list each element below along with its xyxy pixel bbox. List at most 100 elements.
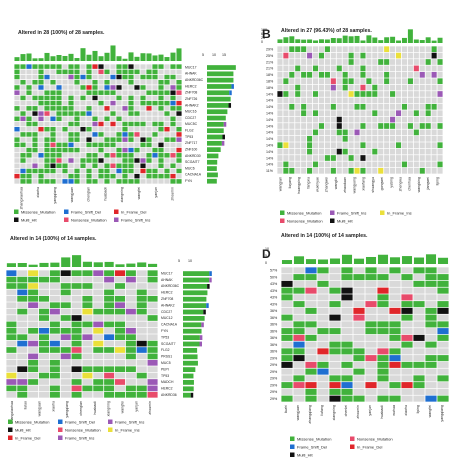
mutation-cell [80, 153, 86, 158]
mutation-cell [136, 366, 147, 373]
mutation-cell [401, 71, 408, 78]
mutation-cell [366, 59, 372, 65]
mutation-cell [152, 80, 158, 85]
mutation-cell [146, 126, 152, 132]
mutation-cell [147, 315, 158, 321]
mutation-cell [122, 85, 128, 90]
top-bar [401, 37, 407, 43]
mutation-cell [341, 328, 353, 335]
mutation-cell [295, 84, 301, 91]
mutation-cell [86, 69, 92, 75]
mutation-cell [44, 137, 50, 142]
mutation-cell [365, 274, 377, 281]
mutation-cell [342, 155, 348, 161]
mutation-cell [74, 80, 80, 85]
mutation-cell [295, 161, 301, 168]
gene-percent: 18% [266, 86, 274, 90]
mutation-cell [293, 395, 305, 402]
mutation-cell [384, 46, 390, 53]
mutation-cell [277, 97, 283, 104]
mutation-cell [140, 69, 146, 75]
mutation-cell [431, 52, 437, 59]
mutation-cell [158, 179, 164, 184]
mutation-cell [354, 135, 360, 142]
mutation-cell [164, 85, 170, 90]
mutation-cell [419, 59, 425, 65]
mutation-cell [377, 301, 389, 308]
mutation-cell [437, 294, 449, 301]
mutation-cell [68, 163, 74, 168]
mutation-cell [74, 179, 80, 184]
mutation-cell [80, 147, 86, 153]
legend-swatch [64, 209, 69, 214]
mutation-cell [353, 294, 365, 301]
mutation-cell [38, 295, 50, 302]
top-bar [92, 50, 98, 61]
gene-label: MUC17 [161, 271, 173, 275]
mutation-cell [104, 80, 110, 85]
mutation-cell [330, 84, 336, 91]
mutation-cell [104, 74, 110, 80]
mutation-cell [122, 116, 128, 122]
mutation-cell [93, 372, 104, 379]
mutation-cell [378, 129, 384, 136]
mutation-cell [395, 84, 402, 91]
mutation-cell [14, 158, 20, 163]
mutation-cell [38, 121, 44, 127]
mutation-cell [312, 142, 319, 149]
mutation-cell [407, 116, 413, 123]
sample-label: xiangning [120, 187, 124, 202]
sample-label: yubing [389, 177, 393, 188]
gene-bar [207, 122, 224, 127]
mutation-cell [93, 385, 104, 392]
mutation-cell [277, 155, 283, 161]
mutation-cell [384, 71, 390, 78]
mutation-cell [134, 137, 140, 142]
mutation-cell [425, 110, 431, 117]
mutation-cell [377, 321, 389, 328]
mutation-cell [413, 155, 419, 161]
sample-label: wangjian [279, 177, 283, 191]
mutation-cell [281, 368, 293, 375]
mutation-cell [431, 116, 437, 123]
mutation-cell [116, 173, 122, 179]
mutation-cell [158, 100, 164, 106]
mutation-cell [14, 153, 20, 158]
mutation-cell [419, 110, 425, 117]
mutation-cell [431, 110, 437, 117]
mutation-cell [80, 111, 86, 116]
mutation-cell [98, 179, 104, 184]
mutation-cell [305, 334, 317, 341]
mutation-cell [437, 84, 443, 91]
sample-label: yangqiang [53, 187, 57, 204]
top-bar [317, 259, 329, 264]
mutation-cell [170, 137, 176, 142]
gene-label: AHNAK2 [185, 103, 199, 107]
mutation-cell [28, 327, 39, 334]
mutation-cell [14, 100, 20, 106]
mutation-cell [136, 327, 147, 334]
mutation-cell [437, 321, 449, 328]
mutation-cell [152, 173, 158, 179]
mutation-cell [377, 348, 389, 355]
mutation-cell [26, 90, 32, 95]
mutation-cell [289, 110, 295, 117]
mutation-cell [336, 71, 342, 78]
mutation-cell [136, 391, 147, 398]
mutation-cell [317, 287, 329, 294]
mutation-cell [125, 379, 136, 385]
mutation-cell [32, 121, 38, 127]
mutation-cell [353, 348, 365, 355]
legend-label: Frame_Shift_Del [297, 445, 327, 450]
mutation-cell [176, 116, 182, 122]
gene-bar [183, 271, 210, 276]
mutation-cell [307, 123, 313, 129]
mutation-cell [437, 155, 443, 161]
mutation-cell [158, 95, 164, 101]
gene-label: ANKRD36C [185, 78, 204, 82]
mutation-cell [20, 158, 26, 163]
mutation-cell [281, 355, 293, 362]
mutation-cell [50, 111, 56, 116]
mutation-cell [56, 142, 62, 148]
mutation-cell [114, 315, 126, 321]
